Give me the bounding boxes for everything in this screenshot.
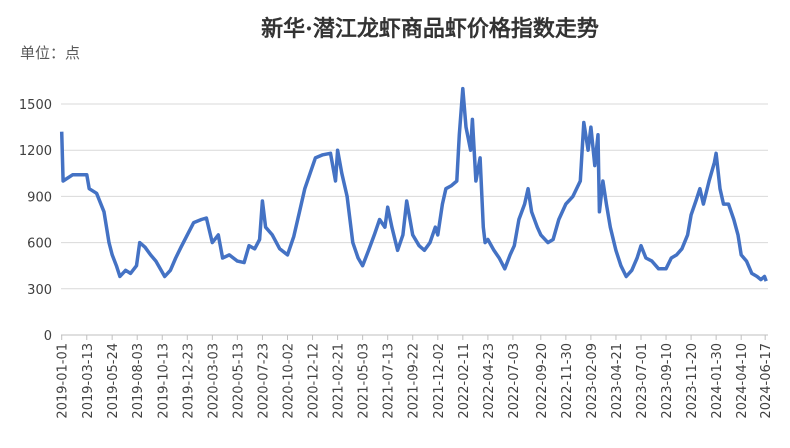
- y-tick-label: 600: [27, 237, 52, 252]
- x-tick-label: 2020-12-12: [307, 343, 322, 419]
- x-tick-label: 2023-04-21: [610, 343, 625, 419]
- y-tick-label: 900: [27, 190, 52, 205]
- x-tick-label: 2024-01-30: [710, 343, 725, 419]
- x-tick-label: 2019-05-24: [106, 343, 121, 419]
- x-tick-label: 2020-03-03: [206, 343, 221, 419]
- price-line: [59, 86, 768, 282]
- x-tick-label: 2021-12-02: [432, 343, 447, 419]
- x-tick-label: 2020-10-02: [281, 343, 296, 419]
- x-tick-label: 2019-12-23: [181, 343, 196, 419]
- x-tick-label: 2022-07-03: [507, 343, 522, 419]
- x-tick-label: 2024-04-10: [735, 343, 750, 419]
- x-tick-label: 2019-01-01: [56, 343, 71, 419]
- x-tick-label: 2022-02-11: [457, 343, 472, 419]
- x-tick-label: 2019-10-13: [156, 343, 171, 419]
- x-tick-label: 2020-05-13: [231, 343, 246, 419]
- x-tick-label: 2023-11-20: [685, 343, 700, 419]
- x-tick-label: 2021-09-22: [407, 343, 422, 419]
- x-tick-label: 2021-02-21: [332, 343, 347, 419]
- y-unit-label: 单位：点: [20, 44, 80, 62]
- x-tick-label: 2023-09-10: [660, 343, 675, 419]
- y-tick-label: 0: [44, 329, 52, 344]
- y-tick-label: 1200: [19, 144, 52, 159]
- x-tick-label: 2021-07-13: [382, 343, 397, 419]
- x-tick-label: 2022-09-20: [535, 343, 550, 419]
- x-tick-label: 2020-07-23: [256, 343, 271, 419]
- y-tick-label: 300: [27, 283, 52, 298]
- x-tick-label: 2023-02-09: [585, 343, 600, 419]
- x-tick-label: 2023-07-01: [635, 343, 650, 419]
- x-tick-label: 2024-06-17: [759, 343, 774, 419]
- chart-title: 新华·潜江龙虾商品虾价格指数走势: [261, 16, 599, 42]
- x-tick-label: 2019-08-03: [131, 343, 146, 419]
- y-tick-label: 1500: [19, 98, 52, 113]
- x-tick-label: 2019-03-13: [81, 343, 96, 419]
- x-tick-label: 2022-11-30: [560, 343, 575, 419]
- x-tick-label: 2022-04-23: [482, 343, 497, 419]
- x-tick-label: 2021-05-03: [357, 343, 372, 419]
